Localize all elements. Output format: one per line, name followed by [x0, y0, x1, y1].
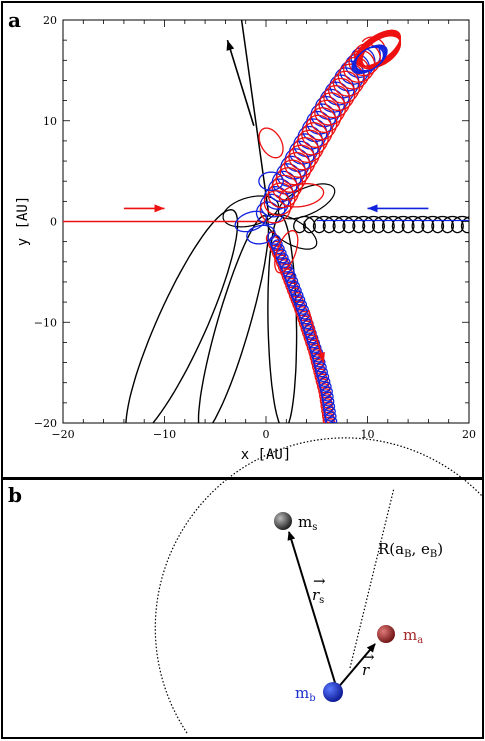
- blue-loop-b: [258, 171, 284, 191]
- red-outer-loop-9: [361, 35, 402, 69]
- rs-vector: [287, 531, 337, 687]
- black-orbit-5: [222, 195, 280, 228]
- y-tick-label-4: −20: [34, 417, 57, 430]
- black-direction-arrow-head: [226, 40, 235, 51]
- red-direction-arrow-head: [154, 204, 165, 213]
- x-tick-label-2: 0: [263, 428, 270, 441]
- radius-line: [349, 487, 395, 669]
- panel-b-letter: b: [8, 483, 22, 507]
- red-loop-b: [278, 183, 325, 208]
- panel-b-frame: [1, 478, 484, 739]
- black-direction-arrow: [226, 39, 255, 127]
- red-loop-a: [258, 127, 284, 159]
- black-escape-line: [240, 20, 270, 217]
- orbit-diagram: ms ma mb rs → r → R(aB, eB): [154, 437, 484, 734]
- blue-loop-a: [234, 210, 267, 233]
- rs-vec-mark: →: [313, 572, 326, 590]
- r-vector: [335, 643, 376, 691]
- x-axis-label: x [AU]: [241, 447, 292, 463]
- r-label: r: [362, 661, 370, 679]
- red-descending-arrow-head: [317, 351, 325, 363]
- direction-arrows: [123, 39, 429, 363]
- ma-label: ma: [403, 626, 423, 646]
- black-orbit-3: [267, 214, 298, 423]
- y-tick-label-0: 20: [43, 14, 57, 27]
- x-tick-label-1: −10: [153, 428, 176, 441]
- y-tick-label-1: 10: [43, 115, 57, 128]
- red-loop-c: [274, 230, 299, 274]
- rs-label: rs: [312, 586, 324, 606]
- plot-area: [62, 19, 470, 424]
- y-tick-label-3: −10: [34, 316, 57, 329]
- blue-descending-helix: [267, 231, 338, 423]
- panel-a-letter: a: [8, 8, 21, 32]
- red-ascending-loops: [259, 36, 387, 224]
- ms-body: [274, 512, 292, 530]
- blue-direction-arrow-head: [367, 204, 378, 213]
- hill-boundary-circle: [154, 437, 484, 734]
- blue-loop-c: [246, 224, 276, 245]
- black-orbit-1: [125, 208, 239, 423]
- trajectories: [63, 20, 469, 423]
- blue-ascending-loops: [255, 47, 381, 226]
- ms-label: ms: [298, 513, 317, 533]
- axis-ticks: [62, 19, 470, 424]
- y-axis-label: y [AU]: [15, 196, 31, 247]
- mb-label: mb: [295, 684, 316, 704]
- mb-body: [323, 682, 343, 702]
- ma-body: [377, 625, 395, 643]
- R-label: R(aB, eB): [378, 540, 443, 560]
- x-tick-label-0: −20: [51, 428, 74, 441]
- black-orbit-2: [197, 215, 270, 423]
- y-tick-label-2: 0: [50, 216, 57, 229]
- x-tick-label-4: 20: [462, 428, 476, 441]
- x-tick-label-3: 10: [361, 428, 375, 441]
- r-vec-mark: →: [362, 648, 375, 666]
- blue-outer-loop-5: [355, 46, 384, 72]
- black-incoming-helix: [293, 215, 469, 234]
